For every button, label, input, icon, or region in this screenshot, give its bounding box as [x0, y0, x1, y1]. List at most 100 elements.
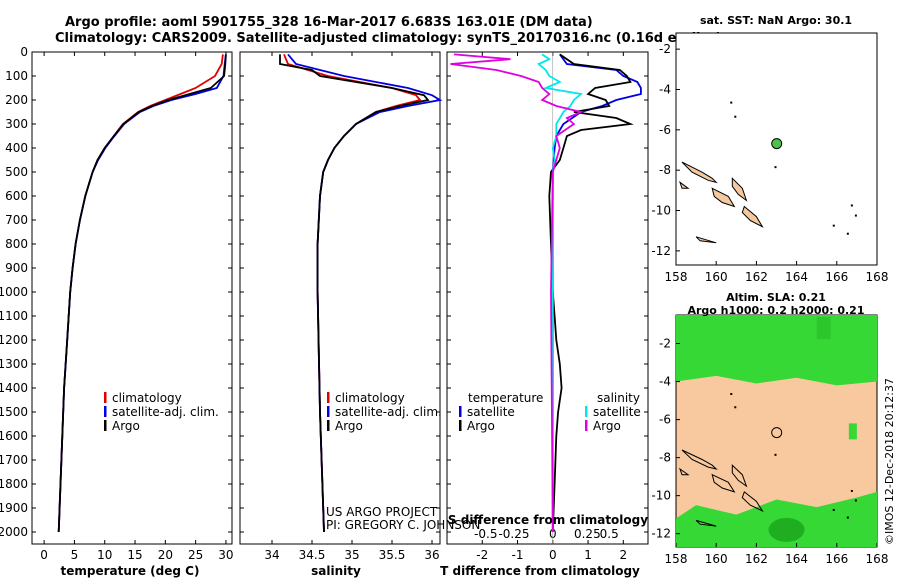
legend-argo-label: Argo: [335, 419, 363, 433]
difference-xlabel-top: S difference from climatology: [448, 513, 648, 527]
y-tick-label: -12: [651, 527, 671, 541]
y-tick-label: -4: [659, 375, 671, 389]
islet: [774, 453, 777, 456]
x-tick-label: 25: [188, 548, 203, 562]
islet: [850, 204, 853, 207]
x-tick-label: 164: [785, 552, 808, 566]
x-tick-label: 166: [825, 552, 848, 566]
islet: [850, 489, 853, 492]
legend-t-sat-label: satellite: [467, 405, 515, 419]
x-tick-label: 160: [705, 270, 728, 284]
legend-sat-swatch: [104, 406, 107, 417]
islet: [730, 392, 733, 395]
island-outline: [681, 161, 718, 184]
legend-clim-label: climatology: [335, 391, 405, 405]
difference-xlabel: T difference from climatology: [440, 564, 640, 578]
y-tick-label: 300: [5, 117, 28, 131]
y-tick-label: 1400: [0, 381, 28, 395]
y-tick-label: -8: [659, 163, 671, 177]
y-tick-label: 900: [5, 261, 28, 275]
island-outline: [731, 177, 748, 202]
island-outline: [695, 236, 717, 244]
islet: [846, 232, 849, 235]
legend-argo-label: Argo: [112, 419, 140, 433]
legend-sat-label: satellite-adj. clim.: [112, 405, 219, 419]
x-tick-label: -2: [476, 548, 488, 562]
x-tick-label: 15: [127, 548, 142, 562]
salinity-xlabel: salinity: [311, 564, 361, 578]
y-tick-label: -2: [659, 42, 671, 56]
y-tick-label: 1000: [0, 285, 28, 299]
island-outline: [741, 491, 764, 513]
y-tick-label: 1600: [0, 429, 28, 443]
y-tick-label: -10: [651, 489, 671, 503]
x-tick-label: 162: [745, 552, 768, 566]
x-tick-label: 2: [619, 548, 627, 562]
legend-argo-swatch: [104, 420, 107, 431]
s-tick-label: 0.5: [600, 527, 619, 541]
y-tick-label: 100: [5, 69, 28, 83]
x-tick-label: 34.5: [299, 548, 326, 562]
y-tick-label: 1200: [0, 333, 28, 347]
figure-title-line2: Climatology: CARS2009. Satellite-adjuste…: [55, 31, 722, 46]
x-tick-label: 168: [866, 270, 889, 284]
y-tick-label: 500: [5, 165, 28, 179]
y-tick-label: -10: [651, 204, 671, 218]
legend-s-sat-swatch: [585, 406, 588, 417]
s-tick-label: -0.25: [498, 527, 529, 541]
x-tick-label: 1: [584, 548, 592, 562]
island-outline: [741, 205, 764, 228]
salinity-plot: 34 34.5 35 35.5 36: [240, 51, 443, 562]
x-tick-label: 10: [97, 548, 112, 562]
temperature-panel: [31, 51, 233, 545]
legend-t-argo-swatch: [459, 420, 462, 431]
islet: [730, 101, 733, 104]
y-tick-label: 600: [5, 189, 28, 203]
legend-salinity-title: salinity: [597, 391, 640, 405]
series-line-s-satellite: [537, 53, 584, 532]
x-tick-label: 162: [745, 270, 768, 284]
x-tick-label: 0: [549, 548, 557, 562]
s-tick-label: 0.25: [574, 527, 601, 541]
island-outline: [731, 464, 748, 488]
legend-temperature-title: temperature: [468, 391, 543, 405]
legend-t-sat-swatch: [459, 406, 462, 417]
sla-map: 158 160 162 164 166 168 -2 -4 -6 -8 -10 -12: [651, 315, 888, 566]
y-tick-label: 1900: [0, 501, 28, 515]
y-tick-label: 800: [5, 237, 28, 251]
salinity-legend: climatology satellite-adj. clim. Argo: [327, 391, 442, 433]
islet: [854, 499, 857, 502]
legend-s-argo-label: Argo: [593, 419, 621, 433]
island-outline: [711, 473, 736, 493]
sla-patch: [768, 517, 805, 542]
islet: [832, 508, 835, 511]
sla-map-title1: Altim. SLA: 0.21: [726, 291, 826, 304]
islet: [774, 166, 777, 169]
credit-line1: US ARGO PROJECT: [326, 505, 438, 519]
y-tick-label: -6: [659, 123, 671, 137]
s-tick-label: -0.5: [474, 527, 497, 541]
x-tick-label: 158: [665, 270, 688, 284]
sla-patch: [816, 317, 831, 339]
y-tick-label: 200: [5, 93, 28, 107]
series-line-t-argo: [548, 53, 634, 533]
argo-location-marker: [771, 138, 783, 150]
difference-legend: temperature satellite Argo salinity sate…: [459, 391, 641, 433]
islet: [734, 115, 737, 118]
y-tick-label: 1700: [0, 453, 28, 467]
sla-low-band: [676, 491, 877, 547]
salinity-panel: [239, 51, 441, 545]
y-tick-label: 1800: [0, 477, 28, 491]
islet: [846, 516, 849, 519]
imos-stamp: ©IMOS 12-Dec-2018 20:12:37: [883, 378, 896, 545]
y-tick-label: -12: [651, 244, 671, 258]
difference-plot: -2 -1 0 1 2-0.5 -0.25 0 0.250.5: [447, 51, 648, 562]
x-tick-label: 160: [705, 552, 728, 566]
figure-title-line1: Argo profile: aoml 5901755_328 16-Mar-20…: [65, 15, 593, 30]
x-tick-label: -1: [512, 548, 524, 562]
x-tick-label: 20: [158, 548, 173, 562]
island-outline: [711, 187, 736, 208]
x-tick-label: 34: [264, 548, 279, 562]
x-tick-label: 35.5: [379, 548, 406, 562]
